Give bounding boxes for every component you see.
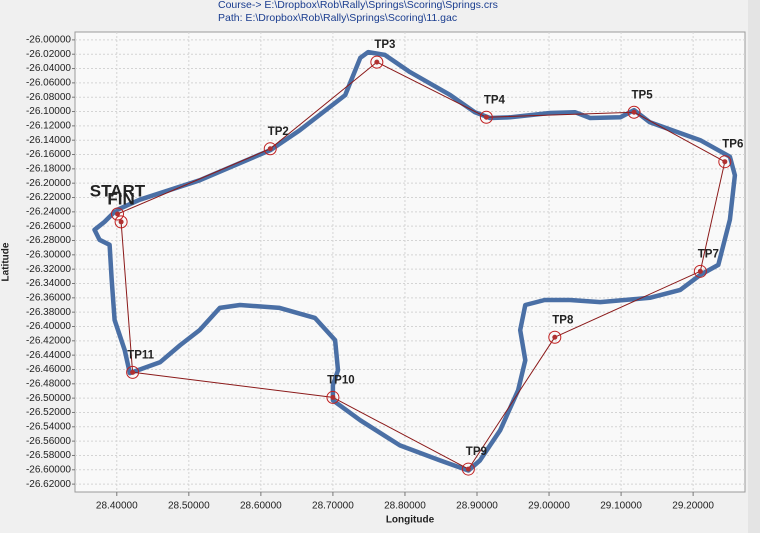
- turn-point: [479, 110, 493, 124]
- y-tick-label: -26.34000: [26, 278, 71, 289]
- point-label: TP5: [632, 89, 654, 101]
- turn-point: [718, 155, 732, 169]
- turn-point: [370, 55, 384, 69]
- y-tick-label: -26.52000: [26, 407, 71, 418]
- y-tick-label: -26.50000: [26, 393, 71, 404]
- turn-point-dot: [722, 159, 728, 165]
- turn-point-dot: [631, 109, 637, 115]
- point-label: TP11: [127, 349, 154, 361]
- point-label: TP7: [698, 248, 719, 260]
- y-tick-label: -26.26000: [26, 221, 71, 232]
- y-tick-label: -26.58000: [26, 450, 71, 461]
- y-tick-label: -26.48000: [26, 378, 71, 389]
- y-tick-label: -26.00000: [26, 35, 71, 46]
- y-tick-label: -26.22000: [26, 192, 71, 203]
- y-tick-label: -26.14000: [26, 135, 71, 146]
- y-tick-label: -26.08000: [26, 92, 71, 103]
- y-tick-label: -26.42000: [26, 335, 71, 346]
- subtitle: Course-> E:\Dropbox\Rob\Rally\Springs\Sc…: [218, 0, 498, 11]
- x-tick-label: 29.00000: [528, 501, 570, 512]
- x-axis-title: Longitude: [386, 515, 435, 526]
- x-tick-label: 29.20000: [672, 501, 714, 512]
- series-line: [117, 61, 726, 470]
- point-label: START: [90, 181, 146, 200]
- y-tick-label: -26.60000: [26, 464, 71, 475]
- y-tick-label: -26.02000: [26, 49, 71, 60]
- point-label: TP3: [374, 39, 395, 51]
- turn-point: [111, 207, 125, 221]
- turn-point-dot: [330, 394, 336, 400]
- point-label: TP8: [552, 314, 574, 326]
- y-tick-label: -26.46000: [26, 364, 71, 375]
- turn-point: [627, 105, 641, 119]
- point-label: TP10: [327, 374, 355, 386]
- y-tick-label: -26.30000: [26, 249, 71, 260]
- turn-point-dot: [374, 59, 380, 65]
- turn-point-dot: [552, 334, 558, 340]
- turn-point-dot: [115, 211, 121, 217]
- point-label: FIN: [107, 189, 134, 208]
- y-tick-label: -26.04000: [26, 63, 71, 74]
- turn-point-dot: [130, 369, 136, 375]
- turn-point-dot: [118, 219, 124, 225]
- x-tick-label: 28.50000: [168, 501, 210, 512]
- y-tick-label: -26.62000: [26, 479, 71, 490]
- turn-point-dot: [267, 146, 273, 152]
- title: Path: E:\Dropbox\Rob\Rally\Springs\Scori…: [218, 12, 457, 24]
- series-line: [92, 49, 738, 473]
- point-label: TP2: [268, 126, 289, 138]
- turn-point: [263, 142, 277, 156]
- y-tick-label: -26.32000: [26, 264, 71, 275]
- turn-point: [461, 462, 475, 476]
- y-tick-label: -26.56000: [26, 436, 71, 447]
- y-tick-label: -26.38000: [26, 307, 71, 318]
- y-tick-label: -26.06000: [26, 78, 71, 89]
- y-tick-label: -26.28000: [26, 235, 71, 246]
- y-tick-label: -26.10000: [26, 106, 71, 117]
- point-label: TP9: [466, 446, 487, 458]
- x-tick-label: 29.10000: [600, 501, 642, 512]
- turn-point: [326, 390, 340, 404]
- y-tick-label: -26.40000: [26, 321, 71, 332]
- x-tick-label: 28.40000: [96, 501, 138, 512]
- turn-point: [548, 330, 562, 344]
- x-tick-label: 28.80000: [384, 501, 426, 512]
- y-tick-label: -26.20000: [26, 178, 71, 189]
- y-tick-label: -26.36000: [26, 292, 71, 303]
- point-label: TP6: [722, 139, 743, 151]
- turn-point: [114, 215, 128, 229]
- y-tick-label: -26.24000: [26, 206, 71, 217]
- turn-point: [693, 264, 707, 278]
- turn-point-dot: [483, 114, 489, 120]
- y-tick-label: -26.54000: [26, 421, 71, 432]
- y-tick-label: -26.12000: [26, 121, 71, 132]
- y-tick-label: -26.44000: [26, 350, 71, 361]
- x-tick-label: 28.90000: [456, 501, 498, 512]
- x-tick-label: 28.70000: [312, 501, 354, 512]
- x-tick-label: 28.60000: [240, 501, 282, 512]
- y-tick-label: -26.18000: [26, 163, 71, 174]
- turn-point-dot: [697, 268, 703, 274]
- scrollbar: [748, 0, 760, 533]
- turn-point-dot: [465, 466, 471, 472]
- point-label: TP4: [484, 94, 506, 106]
- y-axis-title: Latitude: [1, 242, 12, 281]
- y-tick-label: -26.16000: [26, 149, 71, 160]
- turn-point: [126, 365, 140, 379]
